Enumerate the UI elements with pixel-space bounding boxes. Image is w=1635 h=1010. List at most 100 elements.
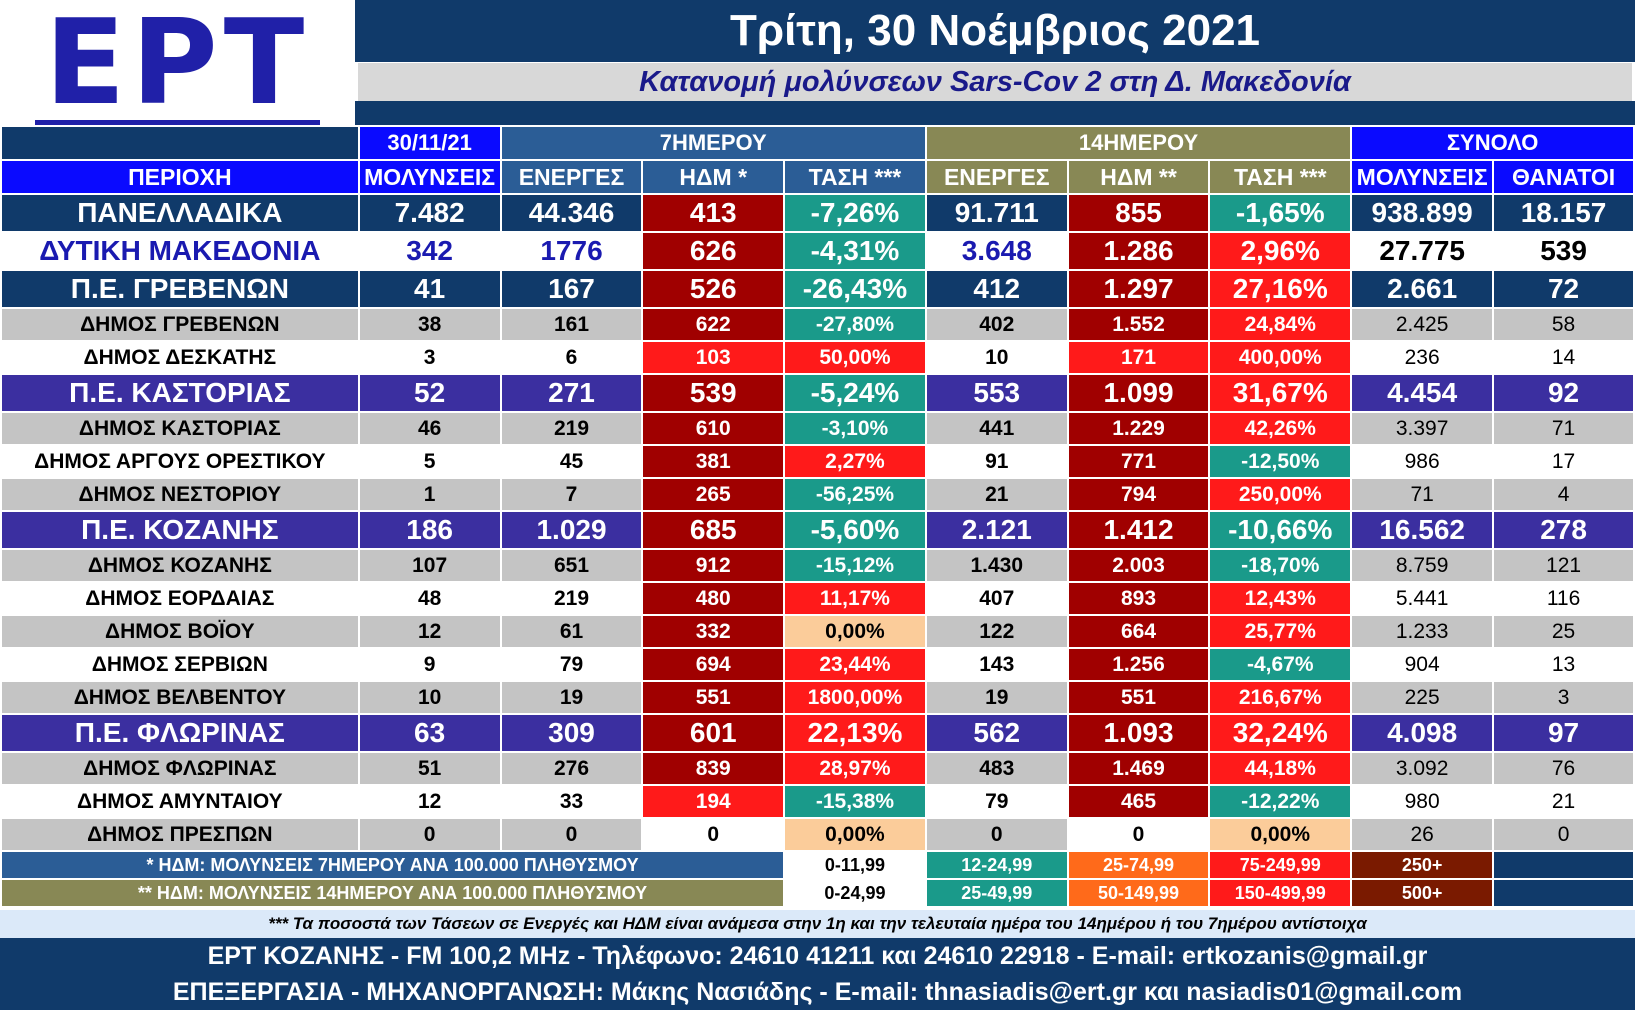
table-row: ΔΥΤΙΚΗ ΜΑΚΕΔΟΝΙΑ 342 1776 626 -4,31% 3.648 1.2… [0, 231, 1635, 271]
value-cell: 33 [499, 784, 644, 819]
value-cell: 76 [1492, 751, 1635, 786]
value-cell: 0 [641, 817, 786, 852]
value-cell: -4,67% [1208, 647, 1353, 682]
area-name-cell: ΔΗΜΟΣ ΕΟΡΔΑΙΑΣ [0, 581, 360, 616]
value-cell: 38 [357, 307, 502, 342]
value-cell: 265 [641, 477, 786, 512]
area-name-cell: ΔΗΜΟΣ ΝΕΣΤΟΡΙΟΥ [0, 477, 360, 512]
value-cell: 771 [1066, 444, 1211, 479]
value-cell: -18,70% [1208, 548, 1353, 583]
value-cell: 19 [499, 680, 644, 715]
legend-range: 50-149,99 [1066, 878, 1211, 908]
value-cell: 465 [1066, 784, 1211, 819]
area-name-cell: ΔΗΜΟΣ ΚΟΖΑΝΗΣ [0, 548, 360, 583]
value-cell: 52 [357, 373, 502, 413]
legend-blank [1492, 878, 1635, 908]
table-row: ΔΗΜΟΣ ΑΡΓΟΥΣ ΟΡΕΣΤΙΚΟΥ 5 45 381 2,27% 91 771 -1… [0, 444, 1635, 479]
value-cell: 4.098 [1350, 713, 1495, 753]
legend-range: 150-499,99 [1208, 878, 1353, 908]
value-cell: 3.397 [1350, 411, 1495, 446]
value-cell: 97 [1492, 713, 1635, 753]
column-header: ΜΟΛΥΝΣΕΙΣ [357, 159, 502, 195]
legend-blank [1492, 850, 1635, 880]
value-cell: 526 [641, 269, 786, 309]
value-cell: 51 [357, 751, 502, 786]
value-cell: 483 [924, 751, 1069, 786]
value-cell: 9 [357, 647, 502, 682]
value-cell: 271 [499, 373, 644, 413]
table-row: ΔΗΜΟΣ ΒΟΪΟΥ 12 61 332 0,00% 122 664 25,77% 1.233… [0, 614, 1635, 649]
value-cell: 7.482 [357, 193, 502, 233]
value-cell: -12,22% [1208, 784, 1353, 819]
column-header: ΕΝΕΡΓΕΣ [924, 159, 1069, 195]
legend-label: * ΗΔΜ: ΜΟΛΥΝΣΕΙΣ 7ΗΜΕΡΟΥ ΑΝΑ 100.000 ΠΛΗ… [0, 850, 786, 880]
page-title: Τρίτη, 30 Νοέμβριος 2021 [355, 0, 1635, 62]
value-cell: 41 [357, 269, 502, 309]
area-name-cell: ΠΑΝΕΛΛΑΔΙΚΑ [0, 193, 360, 233]
value-cell: 0 [499, 817, 644, 852]
value-cell: 32,24% [1208, 713, 1353, 753]
value-cell: -56,25% [783, 477, 927, 512]
data-table: 30/11/21 7ΗΜΕΡΟΥ 14ΗΜΕΡΟΥ ΣΥΝΟΛΟ ΠΕΡΙΟΧΗ ΜΟΛΥ… [0, 125, 1635, 908]
value-cell: 3 [1492, 680, 1635, 715]
value-cell: 107 [357, 548, 502, 583]
value-cell: 1.229 [1066, 411, 1211, 446]
legend-range: 0-24,99 [783, 878, 927, 908]
value-cell: 3.092 [1350, 751, 1495, 786]
value-cell: 1 [357, 477, 502, 512]
area-name-cell: Π.Ε. ΓΡΕΒΕΝΩΝ [0, 269, 360, 309]
column-header: ΤΑΣΗ *** [1208, 159, 1353, 195]
legend-range: 0-11,99 [783, 850, 927, 880]
value-cell: 904 [1350, 647, 1495, 682]
value-cell: 0 [1066, 817, 1211, 852]
legend-range: 250+ [1350, 850, 1495, 880]
value-cell: 7 [499, 477, 644, 512]
value-cell: 5 [357, 444, 502, 479]
area-name-cell: Π.Ε. ΦΛΩΡΙΝΑΣ [0, 713, 360, 753]
value-cell: 1776 [499, 231, 644, 271]
value-cell: 0,00% [783, 817, 927, 852]
area-name-cell: ΔΗΜΟΣ ΓΡΕΒΕΝΩΝ [0, 307, 360, 342]
value-cell: 3 [357, 340, 502, 375]
value-cell: 161 [499, 307, 644, 342]
value-cell: 562 [924, 713, 1069, 753]
table-row: ΔΗΜΟΣ ΠΡΕΣΠΩΝ 0 0 0 0,00% 0 0 0,00% 26 0 [0, 817, 1635, 852]
value-cell: 11,17% [783, 581, 927, 616]
area-name-cell: Π.Ε. ΚΟΖΑΝΗΣ [0, 510, 360, 550]
column-header: ΗΔΜ * [641, 159, 786, 195]
value-cell: 10 [357, 680, 502, 715]
table-row: ΔΗΜΟΣ ΒΕΛΒΕΝΤΟΥ 10 19 551 1800,00% 19 551 216,6… [0, 680, 1635, 715]
value-cell: 1.297 [1066, 269, 1211, 309]
contact-line-1: ΕΡΤ ΚΟΖΑΝΗΣ - FM 100,2 MHz - Τηλέφωνο: 2… [207, 942, 1428, 970]
value-cell: 1.412 [1066, 510, 1211, 550]
value-cell: 143 [924, 647, 1069, 682]
fourteen-day-header: 14ΗΜΕΡΟΥ [924, 125, 1353, 161]
value-cell: 44.346 [499, 193, 644, 233]
value-cell: 18.157 [1492, 193, 1635, 233]
value-cell: 79 [924, 784, 1069, 819]
value-cell: 31,67% [1208, 373, 1353, 413]
value-cell: 27,16% [1208, 269, 1353, 309]
value-cell: 1.286 [1066, 231, 1211, 271]
legend-row: ** ΗΔΜ: ΜΟΛΥΝΣΕΙΣ 14ΗΜΕΡΟΥ ΑΝΑ 100.000 Π… [0, 878, 1635, 908]
value-cell: 4 [1492, 477, 1635, 512]
value-cell: 250,00% [1208, 477, 1353, 512]
value-cell: 3.648 [924, 231, 1069, 271]
value-cell: 219 [499, 581, 644, 616]
value-cell: 539 [641, 373, 786, 413]
contact-footer: ΕΡΤ ΚΟΖΑΝΗΣ - FM 100,2 MHz - Τηλέφωνο: 2… [0, 938, 1635, 1010]
column-header: ΘΑΝΑΤΟΙ [1492, 159, 1635, 195]
column-header: ΗΔΜ ** [1066, 159, 1211, 195]
value-cell: 1.469 [1066, 751, 1211, 786]
value-cell: -26,43% [783, 269, 927, 309]
value-cell: 1.256 [1066, 647, 1211, 682]
value-cell: 225 [1350, 680, 1495, 715]
value-cell: 551 [1066, 680, 1211, 715]
value-cell: 1.093 [1066, 713, 1211, 753]
table-row: Π.Ε. ΚΟΖΑΝΗΣ 186 1.029 685 -5,60% 2.121 1.412-… [0, 510, 1635, 550]
value-cell: -10,66% [1208, 510, 1353, 550]
value-cell: 46 [357, 411, 502, 446]
area-name-cell: ΔΗΜΟΣ ΑΡΓΟΥΣ ΟΡΕΣΤΙΚΟΥ [0, 444, 360, 479]
value-cell: 4.454 [1350, 373, 1495, 413]
